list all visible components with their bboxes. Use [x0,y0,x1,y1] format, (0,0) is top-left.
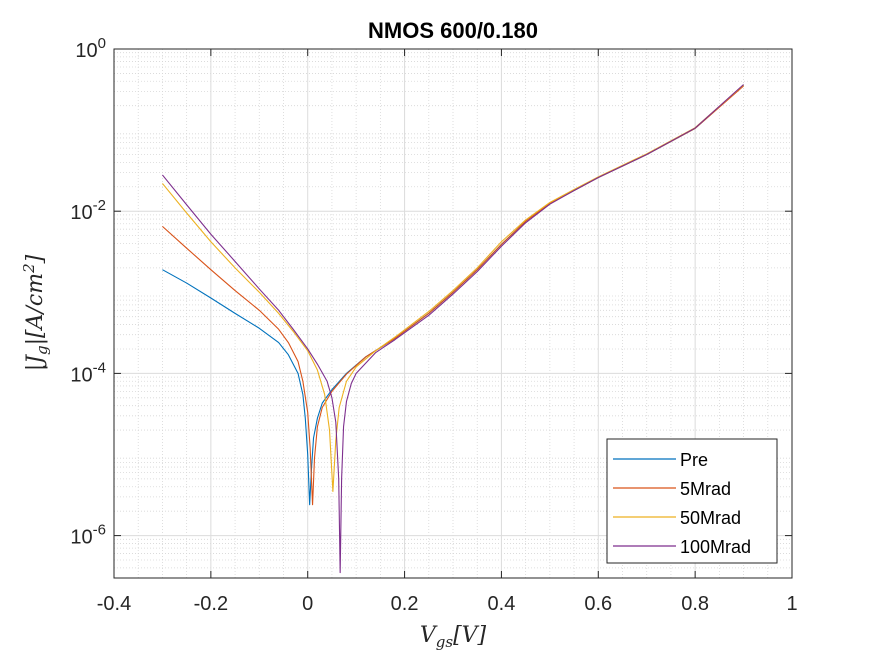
x-axis-label-main: V [420,623,438,648]
x-tick-label: -0.4 [97,593,131,615]
legend-label-5mrad: 5Mrad [680,479,731,499]
y-axis-label-main: |J [23,354,48,371]
y-axis-label-sub: g [33,345,51,355]
x-tick-label: 0.4 [488,593,516,615]
x-axis-label-unit: [V] [453,623,486,648]
legend: Pre 5Mrad 50Mrad 100Mrad [606,438,778,564]
x-tick-label: 0.8 [681,593,709,615]
legend-label-pre: Pre [680,450,708,470]
y-axis-label-exp: 2 [20,263,38,274]
x-axis-label: Vgs[V] [420,623,487,651]
axis-ticks [113,48,793,578]
y-axis-label-unit: |[A/cm [23,273,48,345]
x-tick-label: 0.2 [391,593,419,615]
plot-lines [162,84,744,574]
x-tick-label: 0.6 [584,593,612,615]
legend-label-50mrad: 50Mrad [680,508,741,528]
x-axis-label-sub: gs [436,633,454,651]
x-tick-label: 1 [786,593,797,615]
y-tick-label: 100 [75,35,106,62]
series-line-50mrad [162,84,744,493]
y-tick-label: 10-4 [70,359,106,386]
x-tick-label: 0 [302,593,313,615]
y-tick-label: 10-2 [70,197,106,224]
series-line-5mrad [162,85,744,506]
chart-title: NMOS 600/0.180 [368,18,538,43]
series-line-100mrad [162,84,744,574]
svg-text:Vgs[V]: Vgs[V] [420,623,487,651]
legend-box [606,438,778,564]
y-tick-label: 10-6 [70,522,106,549]
svg-text:|Jg|[A/cm2]: |Jg|[A/cm2] [20,254,51,371]
x-tick-labels: -0.4 -0.2 0 0.2 0.4 0.6 0.8 1 [97,593,798,615]
y-tick-labels: 100 10-2 10-4 10-6 [70,35,106,549]
axes-box [113,48,793,579]
x-tick-label: -0.2 [194,593,228,615]
y-axis-label: |Jg|[A/cm2] [20,254,51,371]
minor-grid [114,49,792,578]
legend-label-100mrad: 100Mrad [680,537,751,557]
y-axis-label-close: ] [23,254,48,264]
